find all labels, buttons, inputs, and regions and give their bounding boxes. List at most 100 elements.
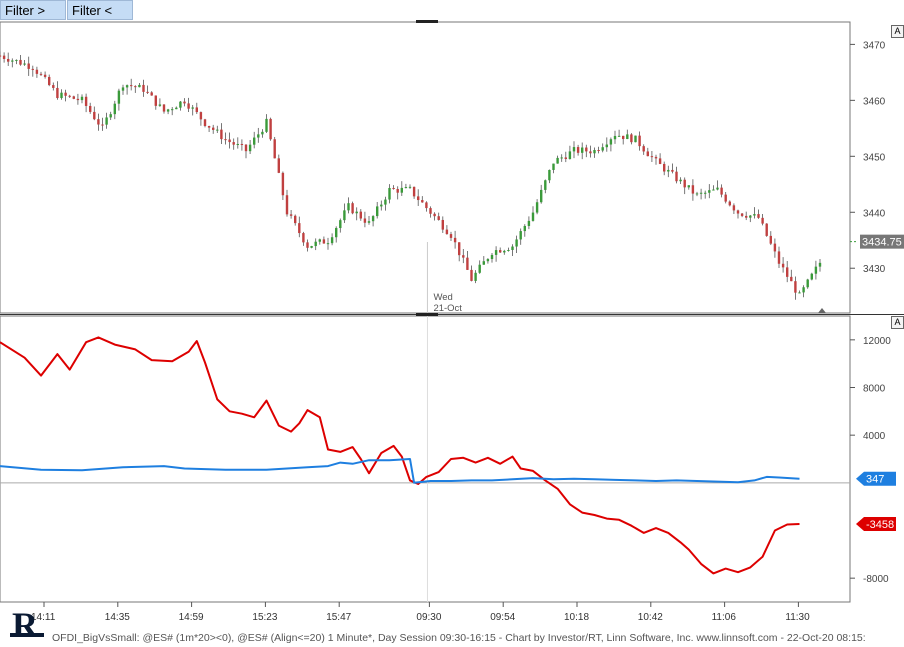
candle-body xyxy=(671,169,674,172)
candle-body xyxy=(757,214,760,218)
x-tick-label: 15:47 xyxy=(326,612,351,623)
candle-body xyxy=(310,246,313,248)
candle-body xyxy=(19,59,22,65)
candle-body xyxy=(187,103,190,109)
candle-body xyxy=(699,192,703,194)
candle-body xyxy=(388,187,391,200)
candle-body xyxy=(720,187,723,195)
candle-body xyxy=(257,134,260,138)
candle-body xyxy=(462,255,465,258)
candle-body xyxy=(773,243,777,252)
candle-body xyxy=(166,109,170,112)
x-tick-label: 14:59 xyxy=(179,612,204,623)
candle-body xyxy=(183,101,186,104)
candle-body xyxy=(253,137,256,145)
candle-body xyxy=(392,187,395,190)
candle-body xyxy=(548,169,551,181)
candle-body xyxy=(490,254,494,260)
indicator-tick-label: 8000 xyxy=(863,384,886,395)
candle-body xyxy=(691,185,695,194)
candle-body xyxy=(175,107,178,110)
candle-body xyxy=(138,84,141,88)
candle-body xyxy=(220,129,223,140)
candle-body xyxy=(367,221,371,223)
x-tick-label: 10:42 xyxy=(638,612,663,623)
candle-body xyxy=(679,179,682,182)
price-tick-label: 3450 xyxy=(863,152,886,163)
candle-body xyxy=(634,135,637,143)
candle-body xyxy=(617,135,621,137)
candle-body xyxy=(798,292,801,294)
candle-body xyxy=(675,171,678,182)
candle-body xyxy=(654,156,658,159)
candle-body xyxy=(326,243,330,245)
candle-body xyxy=(384,199,387,205)
candle-body xyxy=(244,144,248,152)
candle-body xyxy=(125,85,129,88)
last-price-label: 3434.75 xyxy=(862,237,902,249)
candle-body xyxy=(470,269,473,281)
candle-body xyxy=(294,215,297,224)
red-last-value-label: -3458 xyxy=(866,519,894,531)
candle-body xyxy=(650,156,654,158)
candle-body xyxy=(162,104,166,112)
candle-body xyxy=(564,157,567,159)
candle-body xyxy=(289,214,293,216)
candle-body xyxy=(478,264,481,273)
chart-footer: OFDI_BigVsSmall: @ES# (1m*20><0), @ES# (… xyxy=(52,632,866,644)
indicator-tick-label: 12000 xyxy=(863,336,891,347)
candle-body xyxy=(552,163,555,170)
candle-body xyxy=(240,143,244,145)
candle-body xyxy=(802,287,805,293)
price-axis-scale-button[interactable]: A xyxy=(891,25,904,38)
candle-body xyxy=(224,139,227,141)
blue-last-value-label: 347 xyxy=(866,474,884,486)
candle-body xyxy=(322,239,326,244)
candle-body xyxy=(597,150,600,152)
candle-body xyxy=(663,163,666,172)
candle-body xyxy=(11,60,14,62)
blue-series-line xyxy=(0,458,800,484)
candle-body xyxy=(449,234,453,238)
candle-body xyxy=(404,187,408,189)
candle-body xyxy=(146,91,149,93)
candle-body xyxy=(704,192,707,194)
candle-body xyxy=(0,55,2,57)
linnsoft-logo: R xyxy=(10,605,44,643)
candle-body xyxy=(179,101,182,108)
indicator-axis-scale-button[interactable]: A xyxy=(891,316,904,329)
x-tick-label: 14:35 xyxy=(105,612,130,623)
x-tick-label: 14:11 xyxy=(31,612,56,623)
candle-body xyxy=(343,210,346,221)
candle-body xyxy=(35,69,39,74)
candle-body xyxy=(56,87,59,99)
candle-body xyxy=(355,211,358,214)
candle-body xyxy=(130,85,133,87)
session-day-label: Wed xyxy=(433,292,452,303)
candle-body xyxy=(622,135,625,140)
red-last-value-box xyxy=(856,517,896,532)
candle-body xyxy=(712,189,715,191)
candle-body xyxy=(134,86,137,88)
candle-body xyxy=(507,249,510,251)
candle-body xyxy=(76,98,80,101)
candle-body xyxy=(626,134,629,140)
candle-body xyxy=(441,219,444,230)
candle-body xyxy=(589,151,592,154)
price-tick-label: 3470 xyxy=(863,40,886,51)
candle-body xyxy=(474,272,477,281)
candle-body xyxy=(486,259,490,262)
candle-body xyxy=(568,151,572,159)
candle-body xyxy=(781,263,785,268)
price-panel xyxy=(0,21,851,314)
candle-body xyxy=(89,105,92,112)
candle-body xyxy=(667,169,670,172)
candle-body xyxy=(2,55,6,59)
candle-body xyxy=(113,103,116,115)
candle-body xyxy=(458,242,461,256)
candle-body xyxy=(269,118,272,140)
candle-body xyxy=(351,203,354,214)
x-tick-label: 15:23 xyxy=(252,612,277,623)
price-tick-label: 3440 xyxy=(863,208,886,219)
candle-body xyxy=(494,250,498,255)
